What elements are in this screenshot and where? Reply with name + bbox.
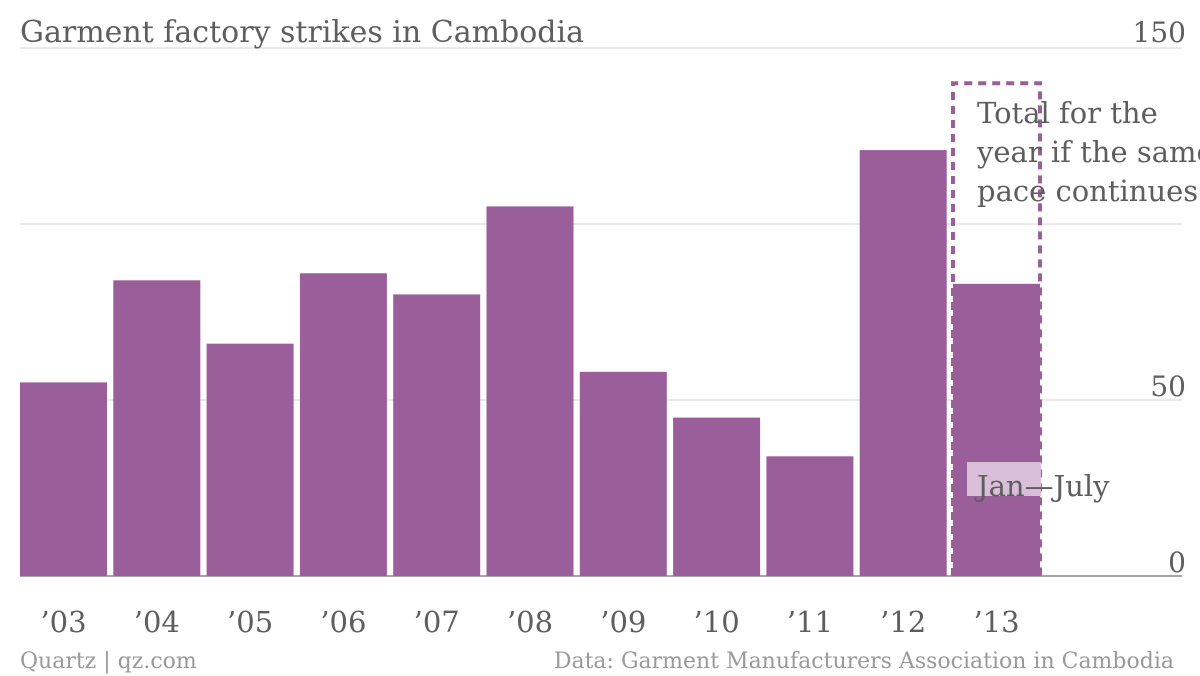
bar — [20, 382, 107, 576]
x-tick-label: ’13 — [973, 605, 1019, 639]
x-tick-label: ’09 — [600, 605, 646, 639]
x-tick-label: ’12 — [880, 605, 926, 639]
bar — [953, 283, 1040, 576]
x-tick-label: ’10 — [694, 605, 740, 639]
y-tick-label: 0 — [1168, 546, 1186, 579]
y-tick-label: 50 — [1150, 370, 1186, 403]
source-right: Data: Garment Manufacturers Association … — [554, 649, 1174, 674]
bar — [299, 273, 387, 576]
bar — [673, 417, 761, 576]
x-tick-label: ’11 — [787, 605, 833, 639]
projection-annotation-line: year if the same — [976, 135, 1200, 169]
partial-year-label: Jan—July — [974, 469, 1110, 503]
bar — [579, 371, 667, 576]
labels: 0 50 150 ’03 ’04 ’05 ’06 ’07 ’08 ’09 ’10 ’11 ’12 ’13 T… — [40, 16, 1200, 639]
bar — [206, 343, 294, 576]
projection-annotation-line: Total for the — [977, 96, 1158, 130]
projected-total-outline — [951, 81, 1042, 576]
bars — [20, 150, 1040, 576]
bar — [393, 294, 481, 576]
bar — [486, 206, 574, 576]
projection-annotation-line: pace continues — [977, 174, 1198, 208]
y-tick-label: 150 — [1133, 16, 1186, 49]
chart-title: Garment factory strikes in Cambodia — [20, 15, 584, 50]
projection — [951, 81, 1042, 576]
source-left: Quartz | qz.com — [20, 649, 197, 674]
x-tick-label: ’07 — [414, 605, 460, 639]
partial-year-label-bg — [967, 462, 1041, 496]
x-tick-label: ’08 — [507, 605, 553, 639]
x-tick-label: ’06 — [320, 605, 366, 639]
x-tick-label: ’04 — [134, 605, 180, 639]
bar — [859, 150, 947, 576]
x-tick-label: ’03 — [40, 605, 86, 639]
bar — [113, 280, 201, 576]
bar — [766, 456, 854, 576]
x-tick-label: ’05 — [227, 605, 273, 639]
